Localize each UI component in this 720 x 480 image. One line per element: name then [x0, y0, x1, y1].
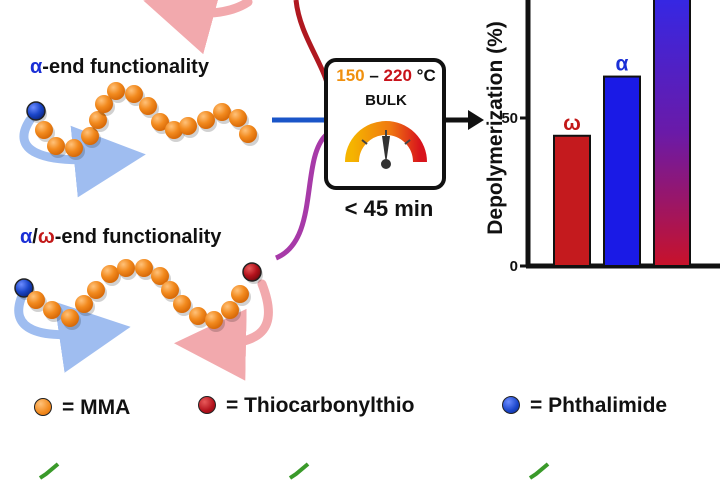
legend-phthalimide: = Phthalimide — [530, 394, 668, 417]
mma-bead — [229, 109, 247, 127]
gauge-arc — [345, 121, 427, 163]
alpha-omega-end-heading: α/ω-end functionality — [20, 226, 222, 248]
blue-arrow-alpha — [19, 115, 146, 198]
purple-connector — [274, 133, 328, 261]
mma-bead — [89, 111, 107, 129]
blue-arrow-alpha-omega — [14, 291, 131, 373]
to-chart-arrow — [468, 110, 484, 130]
phthalimide-dot-icon — [502, 396, 520, 414]
mma-bead — [221, 301, 239, 319]
temperature-label: 150 – 220 °C — [336, 66, 436, 85]
bar — [603, 75, 641, 267]
mma-bead — [139, 97, 157, 115]
gauge-needle — [382, 136, 390, 164]
mma-bead — [27, 291, 45, 309]
thiocarbonylthio-dot-icon — [198, 396, 216, 414]
legend-mma: = MMA — [62, 396, 131, 419]
mma-bead — [213, 103, 231, 121]
mma-dot-icon — [34, 398, 52, 416]
bulk-label: BULK — [365, 92, 407, 109]
mma-bead — [161, 281, 179, 299]
mma-bead — [239, 125, 257, 143]
phthalimide-end-bead — [26, 101, 46, 121]
mma-bead — [125, 85, 143, 103]
mma-bead — [43, 301, 61, 319]
check-icon — [288, 462, 310, 480]
mma-bead — [197, 111, 215, 129]
mma-bead — [95, 95, 113, 113]
mma-bead — [189, 307, 207, 325]
mma-bead — [65, 139, 83, 157]
mma-bead — [101, 265, 119, 283]
mma-bead — [151, 113, 169, 131]
check-icon — [528, 462, 550, 480]
mma-bead — [107, 82, 125, 100]
thiocarbonylthio-end-bead — [242, 262, 262, 282]
chain-alpha-omega — [14, 259, 263, 332]
y-tick-label: 50 — [501, 110, 518, 127]
mma-bead — [117, 259, 135, 277]
pink-arrow-top — [143, 0, 253, 55]
y-axis-label: Depolymerization (%) — [484, 21, 507, 235]
alpha-end-heading: α-end functionality — [30, 56, 209, 78]
mma-bead — [165, 121, 183, 139]
legend-thiocarbonylthio: = Thiocarbonylthio — [226, 394, 415, 417]
phthalimide-end-bead — [14, 278, 34, 298]
pink-arrow-alpha-omega — [174, 279, 273, 381]
mma-bead — [179, 117, 197, 135]
mma-bead — [47, 137, 65, 155]
bar — [653, 0, 691, 267]
bar — [553, 134, 591, 267]
bottom-checks — [38, 462, 550, 480]
mma-bead — [81, 127, 99, 145]
mma-bead — [231, 285, 249, 303]
bar-label: ω — [563, 112, 581, 135]
mma-bead — [173, 295, 191, 313]
check-icon — [38, 462, 60, 480]
mma-bead — [205, 311, 223, 329]
mma-bead — [75, 295, 93, 313]
mma-bead — [35, 121, 53, 139]
mma-bead — [135, 259, 153, 277]
mma-bead — [61, 309, 79, 327]
mma-bead — [151, 267, 169, 285]
time-label: < 45 min — [344, 196, 434, 221]
mma-bead — [87, 281, 105, 299]
chain-alpha — [26, 82, 259, 160]
bar-label: α — [616, 53, 629, 76]
y-tick-label: 0 — [510, 258, 518, 275]
